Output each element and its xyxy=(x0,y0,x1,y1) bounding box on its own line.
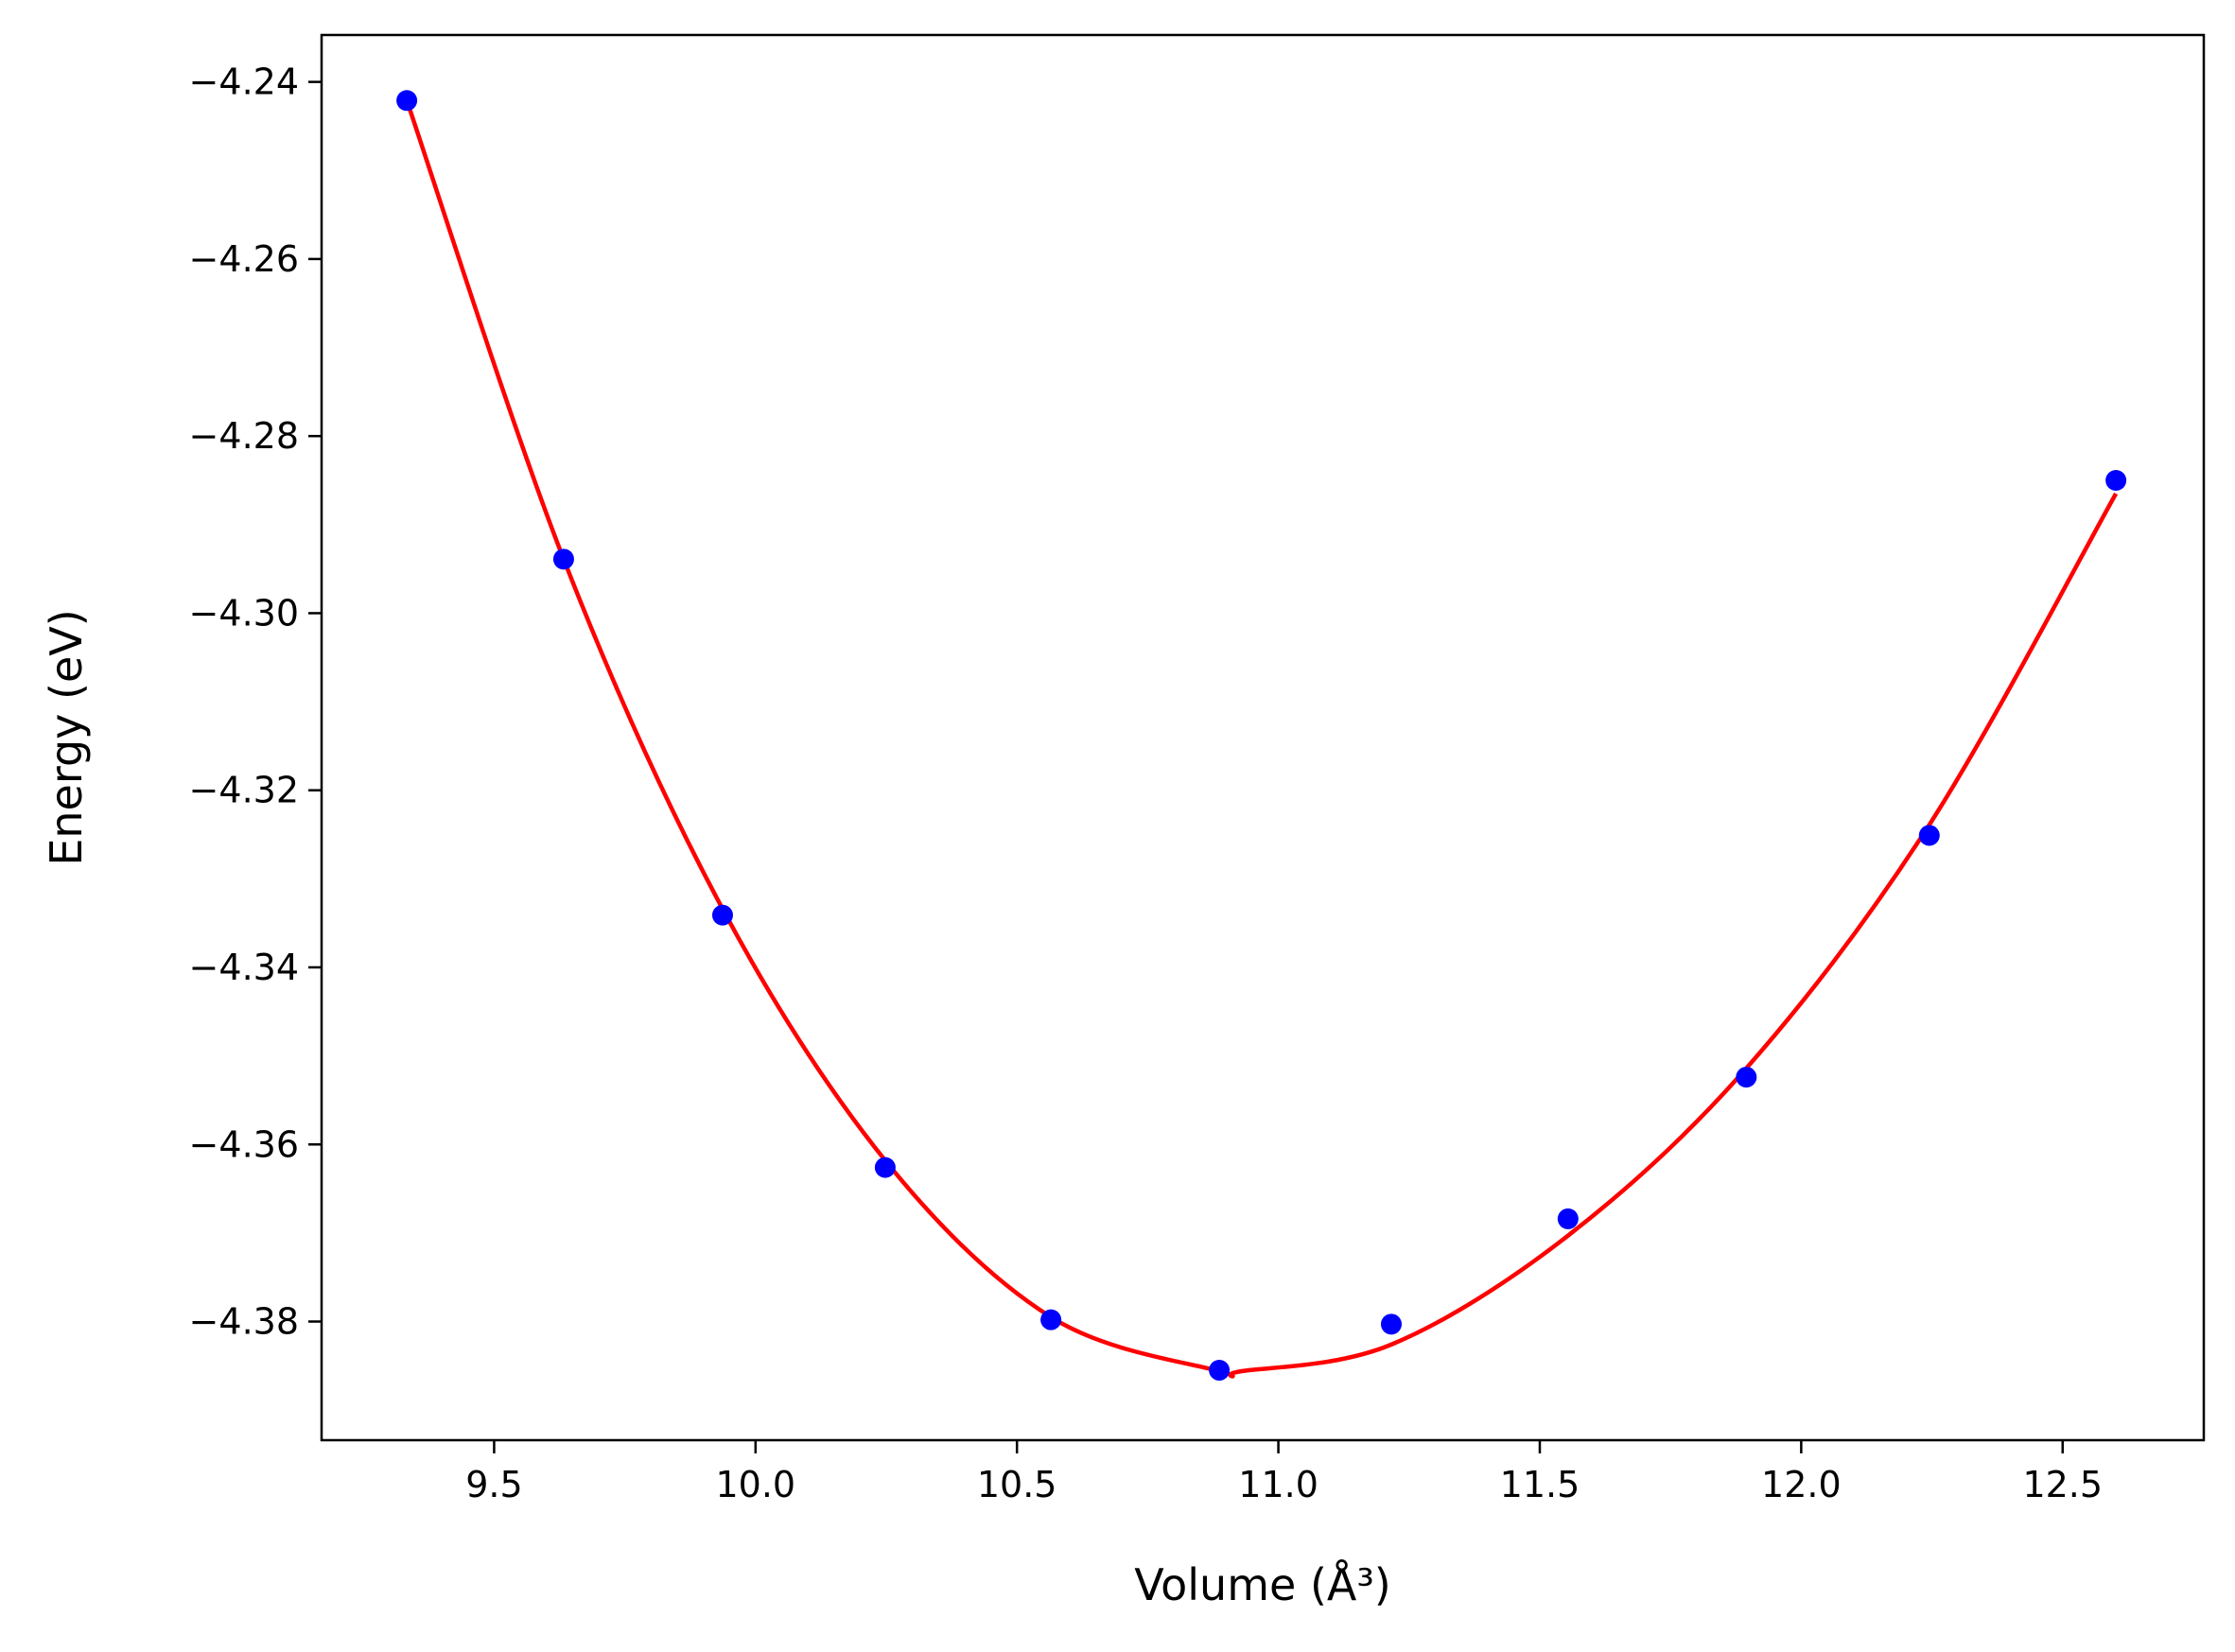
data-point xyxy=(552,548,574,570)
x-tick-label: 10.0 xyxy=(716,1464,796,1505)
x-tick-label: 10.5 xyxy=(977,1464,1057,1505)
x-tick-label: 11.5 xyxy=(1500,1464,1580,1505)
plot-area-frame xyxy=(320,33,2206,1442)
y-tick-label: −4.28 xyxy=(189,415,299,457)
y-tick-label: −4.24 xyxy=(189,61,299,103)
data-point xyxy=(874,1156,896,1178)
data-point xyxy=(2105,469,2127,491)
x-tick-label: 12.0 xyxy=(1761,1464,1842,1505)
y-tick-label: −4.36 xyxy=(189,1123,299,1165)
x-tick-label: 12.5 xyxy=(2022,1464,2103,1505)
y-tick-label: −4.26 xyxy=(189,238,299,280)
x-tick-label: 9.5 xyxy=(465,1464,522,1505)
y-tick-label: −4.30 xyxy=(189,592,299,634)
x-axis-label: Volume (Å³) xyxy=(1134,1559,1391,1610)
y-axis-label: Energy (eV) xyxy=(41,609,92,865)
x-tick-label: 11.0 xyxy=(1238,1464,1318,1505)
data-points-layer xyxy=(396,90,2127,1382)
y-axis-ticks: −4.24 −4.26 −4.28 −4.30 −4.32 −4.34 −4.36 −4.38 xyxy=(189,61,322,1343)
x-axis-ticks: 9.5 10.0 10.5 11.0 11.5 12.0 12.5 xyxy=(465,1440,2103,1505)
y-tick-label: −4.32 xyxy=(189,770,299,811)
data-point xyxy=(711,904,733,926)
data-point xyxy=(1040,1309,1062,1330)
data-point xyxy=(1380,1313,1402,1335)
y-tick-label: −4.38 xyxy=(189,1301,299,1343)
data-point xyxy=(396,90,418,112)
data-point xyxy=(1209,1360,1231,1382)
data-point xyxy=(1557,1208,1579,1229)
y-tick-label: −4.34 xyxy=(189,947,299,988)
data-point xyxy=(1736,1067,1757,1088)
data-point xyxy=(1918,825,1940,846)
